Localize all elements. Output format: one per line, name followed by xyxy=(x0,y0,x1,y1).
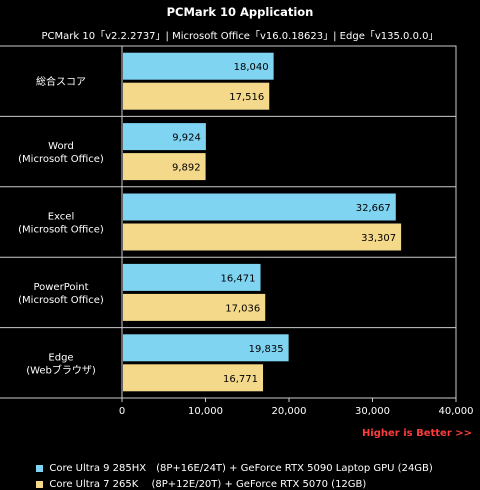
data-label: 18,040 xyxy=(234,62,269,73)
bar-series-1 xyxy=(123,334,289,362)
data-label: 9,892 xyxy=(172,163,201,174)
x-tick-label: 30,000 xyxy=(355,406,390,417)
category-label: Edge xyxy=(48,352,73,363)
bar-layer xyxy=(123,52,402,392)
higher-is-better-note: Higher is Better >> xyxy=(361,428,472,439)
data-label: 16,471 xyxy=(221,273,256,284)
chart-subtitle: PCMark 10「v2.2.2737」| Microsoft Office「v… xyxy=(41,31,439,42)
x-tick-label: 20,000 xyxy=(272,406,307,417)
category-label: (Microsoft Office) xyxy=(18,154,104,165)
category-label: PowerPoint xyxy=(33,282,88,293)
x-tick-label: 0 xyxy=(119,406,125,417)
chart-title: PCMark 10 Application xyxy=(166,5,314,19)
x-tick-label: 10,000 xyxy=(188,406,223,417)
bar-chart: 0 10,000 20,000 30,000 40,000 18,040 17,516 総合ス… xyxy=(0,45,474,417)
bar-series-1 xyxy=(123,263,261,291)
category-label: Excel xyxy=(48,212,75,223)
data-label: 17,036 xyxy=(225,303,260,314)
legend-label-series-1: Core Ultra 9 285HX (8P+16E/24T) + GeForc… xyxy=(49,463,433,474)
data-label: 32,667 xyxy=(356,203,391,214)
bar-series-1 xyxy=(123,52,274,80)
category-label: 総合スコア xyxy=(36,75,86,88)
legend-item-series-1: Core Ultra 9 285HX (8P+16E/24T) + GeForc… xyxy=(30,448,433,474)
bar-series-1 xyxy=(123,193,396,221)
grid-layer xyxy=(0,45,457,402)
category-label: (Microsoft Office) xyxy=(18,295,104,306)
legend-label-series-2: Core Ultra 7 265K (8P+12E/20T) + GeForce… xyxy=(49,479,367,490)
data-label: 16,771 xyxy=(223,374,258,385)
data-label: 9,924 xyxy=(172,133,201,144)
data-label: 33,307 xyxy=(361,233,396,244)
legend-swatch-series-1 xyxy=(36,464,44,472)
data-label: 17,516 xyxy=(229,92,264,103)
label-layer: 0 10,000 20,000 30,000 40,000 18,040 17,516 総合ス… xyxy=(18,62,473,417)
bar-series-2 xyxy=(123,364,264,392)
bar-series-2 xyxy=(123,293,266,321)
bar-series-2 xyxy=(123,82,270,110)
legend-item-series-2: Core Ultra 7 265K (8P+12E/20T) + GeForce… xyxy=(30,464,366,490)
category-label: Word xyxy=(48,141,74,152)
category-label: (Webブラウザ) xyxy=(26,363,96,376)
legend-swatch-series-2 xyxy=(36,480,44,488)
bar-series-2 xyxy=(123,223,402,251)
category-label: (Microsoft Office) xyxy=(18,225,104,236)
data-label: 19,835 xyxy=(249,344,284,355)
bar-series-1 xyxy=(123,123,206,151)
x-tick-label: 40,000 xyxy=(439,406,474,417)
bar-series-2 xyxy=(123,153,206,181)
